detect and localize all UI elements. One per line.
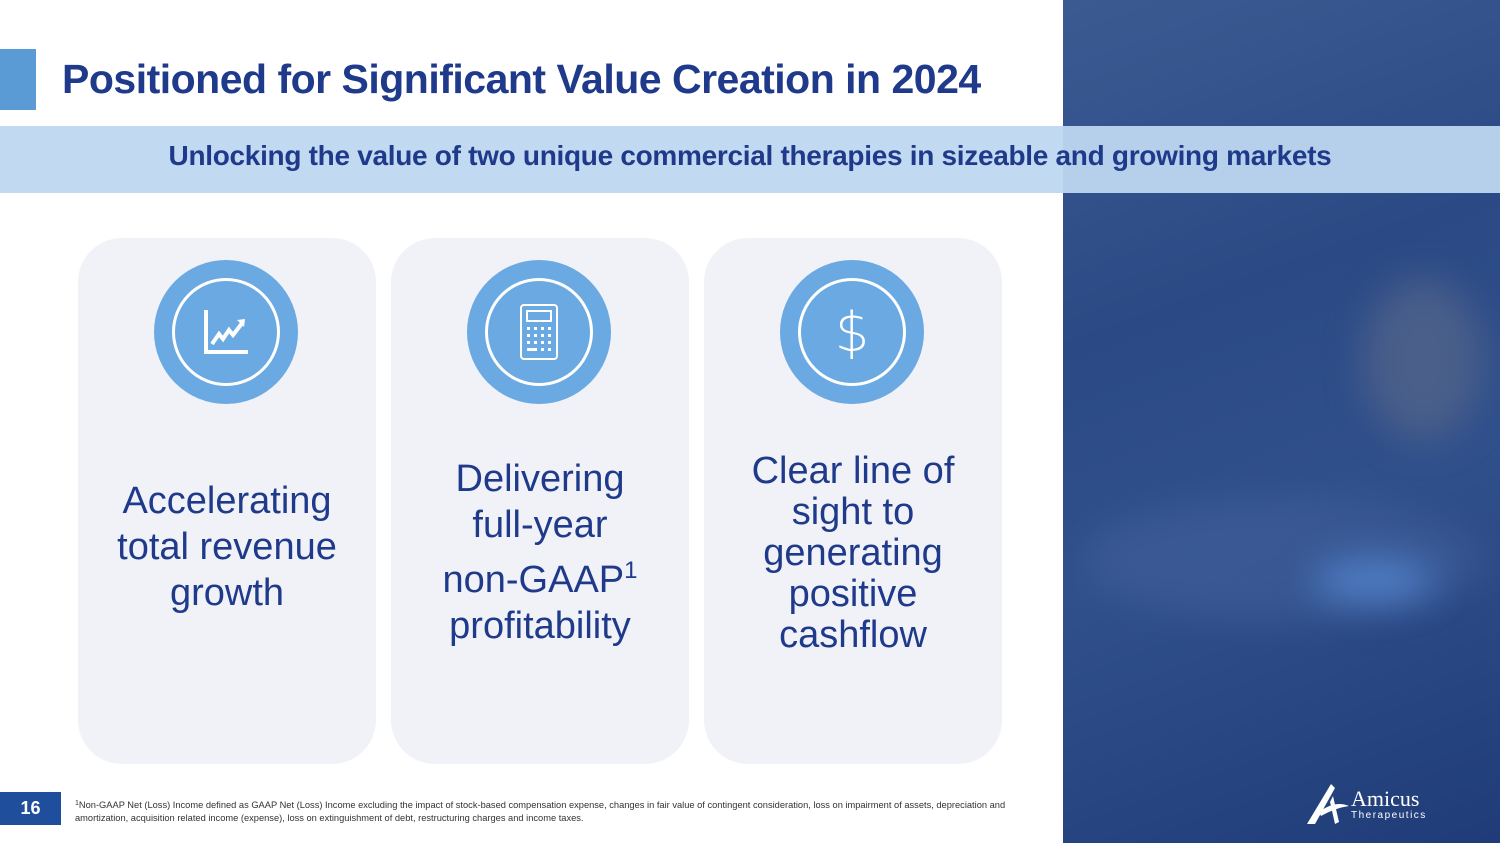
slide-title: Positioned for Significant Value Creatio…: [62, 56, 981, 102]
icon-circle: [154, 260, 298, 404]
calculator-icon: [520, 304, 558, 360]
subtitle-band: [0, 126, 1500, 193]
icon-circle: $: [780, 260, 924, 404]
title-accent-bar: [0, 49, 36, 110]
card-text: Accelerating total revenue growth: [117, 480, 337, 614]
card-revenue-growth: Accelerating total revenue growth: [78, 238, 376, 764]
line-chart-trending-up-icon: [204, 310, 248, 354]
card-text: Delivering full-year non-GAAP1 profitabilit…: [442, 458, 638, 647]
footnote: 1Non-GAAP Net (Loss) Income defined as G…: [75, 800, 1006, 823]
page-number: 16: [0, 792, 61, 825]
amicus-logo-mark-icon: [1307, 784, 1349, 824]
card-cashflow: $ Clear line of sight to generating positiv…: [704, 238, 1002, 764]
company-logo: Amicus Therapeutics: [1305, 782, 1427, 826]
card-profitability: Delivering full-year non-GAAP1 profitabilit…: [391, 238, 689, 764]
footnote-marker: 1: [624, 557, 638, 584]
slide-subtitle: Unlocking the value of two unique commer…: [168, 140, 1332, 171]
icon-circle: [467, 260, 611, 404]
dollar-sign-icon: $: [834, 300, 870, 364]
card-text: Clear line of sight to generating positive c…: [751, 450, 955, 656]
